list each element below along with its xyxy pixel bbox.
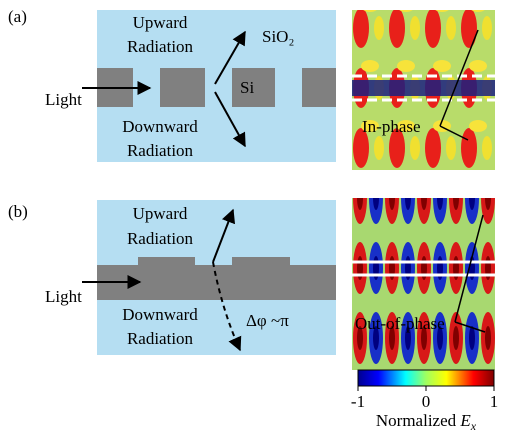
figure: (a) Upward Radiation SiO₂ Si Light Downw…	[0, 0, 507, 432]
colorbar-tick-label: 1	[490, 392, 499, 411]
phase-label: In-phase	[362, 117, 421, 136]
core-label: Si	[240, 78, 254, 97]
upward: Radiation	[127, 37, 194, 56]
light-label: Light	[45, 287, 82, 306]
upward: Radiation	[127, 229, 194, 248]
panel-a: (a) Upward Radiation SiO₂ Si Light Downw…	[8, 7, 495, 170]
phase-shift: Δφ ~π	[246, 311, 289, 330]
phase-label: Out-of-phase	[355, 314, 445, 333]
upward: Upward	[133, 13, 188, 32]
colorbar-label: Normalized Ex	[376, 411, 477, 432]
panel-label: (a)	[8, 7, 27, 26]
colorbar: Normalized Ex -1 0 1	[351, 370, 498, 432]
panel-label: (b)	[8, 202, 28, 221]
downward: Radiation	[127, 329, 194, 348]
colorbar-tick-label: -1	[351, 392, 365, 411]
colorbar-tick-label: 0	[422, 392, 431, 411]
panel-b: (b) Upward Radiation Light Downward Radi…	[8, 198, 495, 370]
downward: Downward	[122, 305, 198, 324]
downward: Downward	[122, 117, 198, 136]
cladding-label: SiO₂	[262, 27, 294, 46]
light-label: Light	[45, 90, 82, 109]
colorbar-scale	[358, 370, 494, 386]
upward: Upward	[133, 204, 188, 223]
field-map	[352, 198, 495, 370]
downward: Radiation	[127, 141, 194, 160]
